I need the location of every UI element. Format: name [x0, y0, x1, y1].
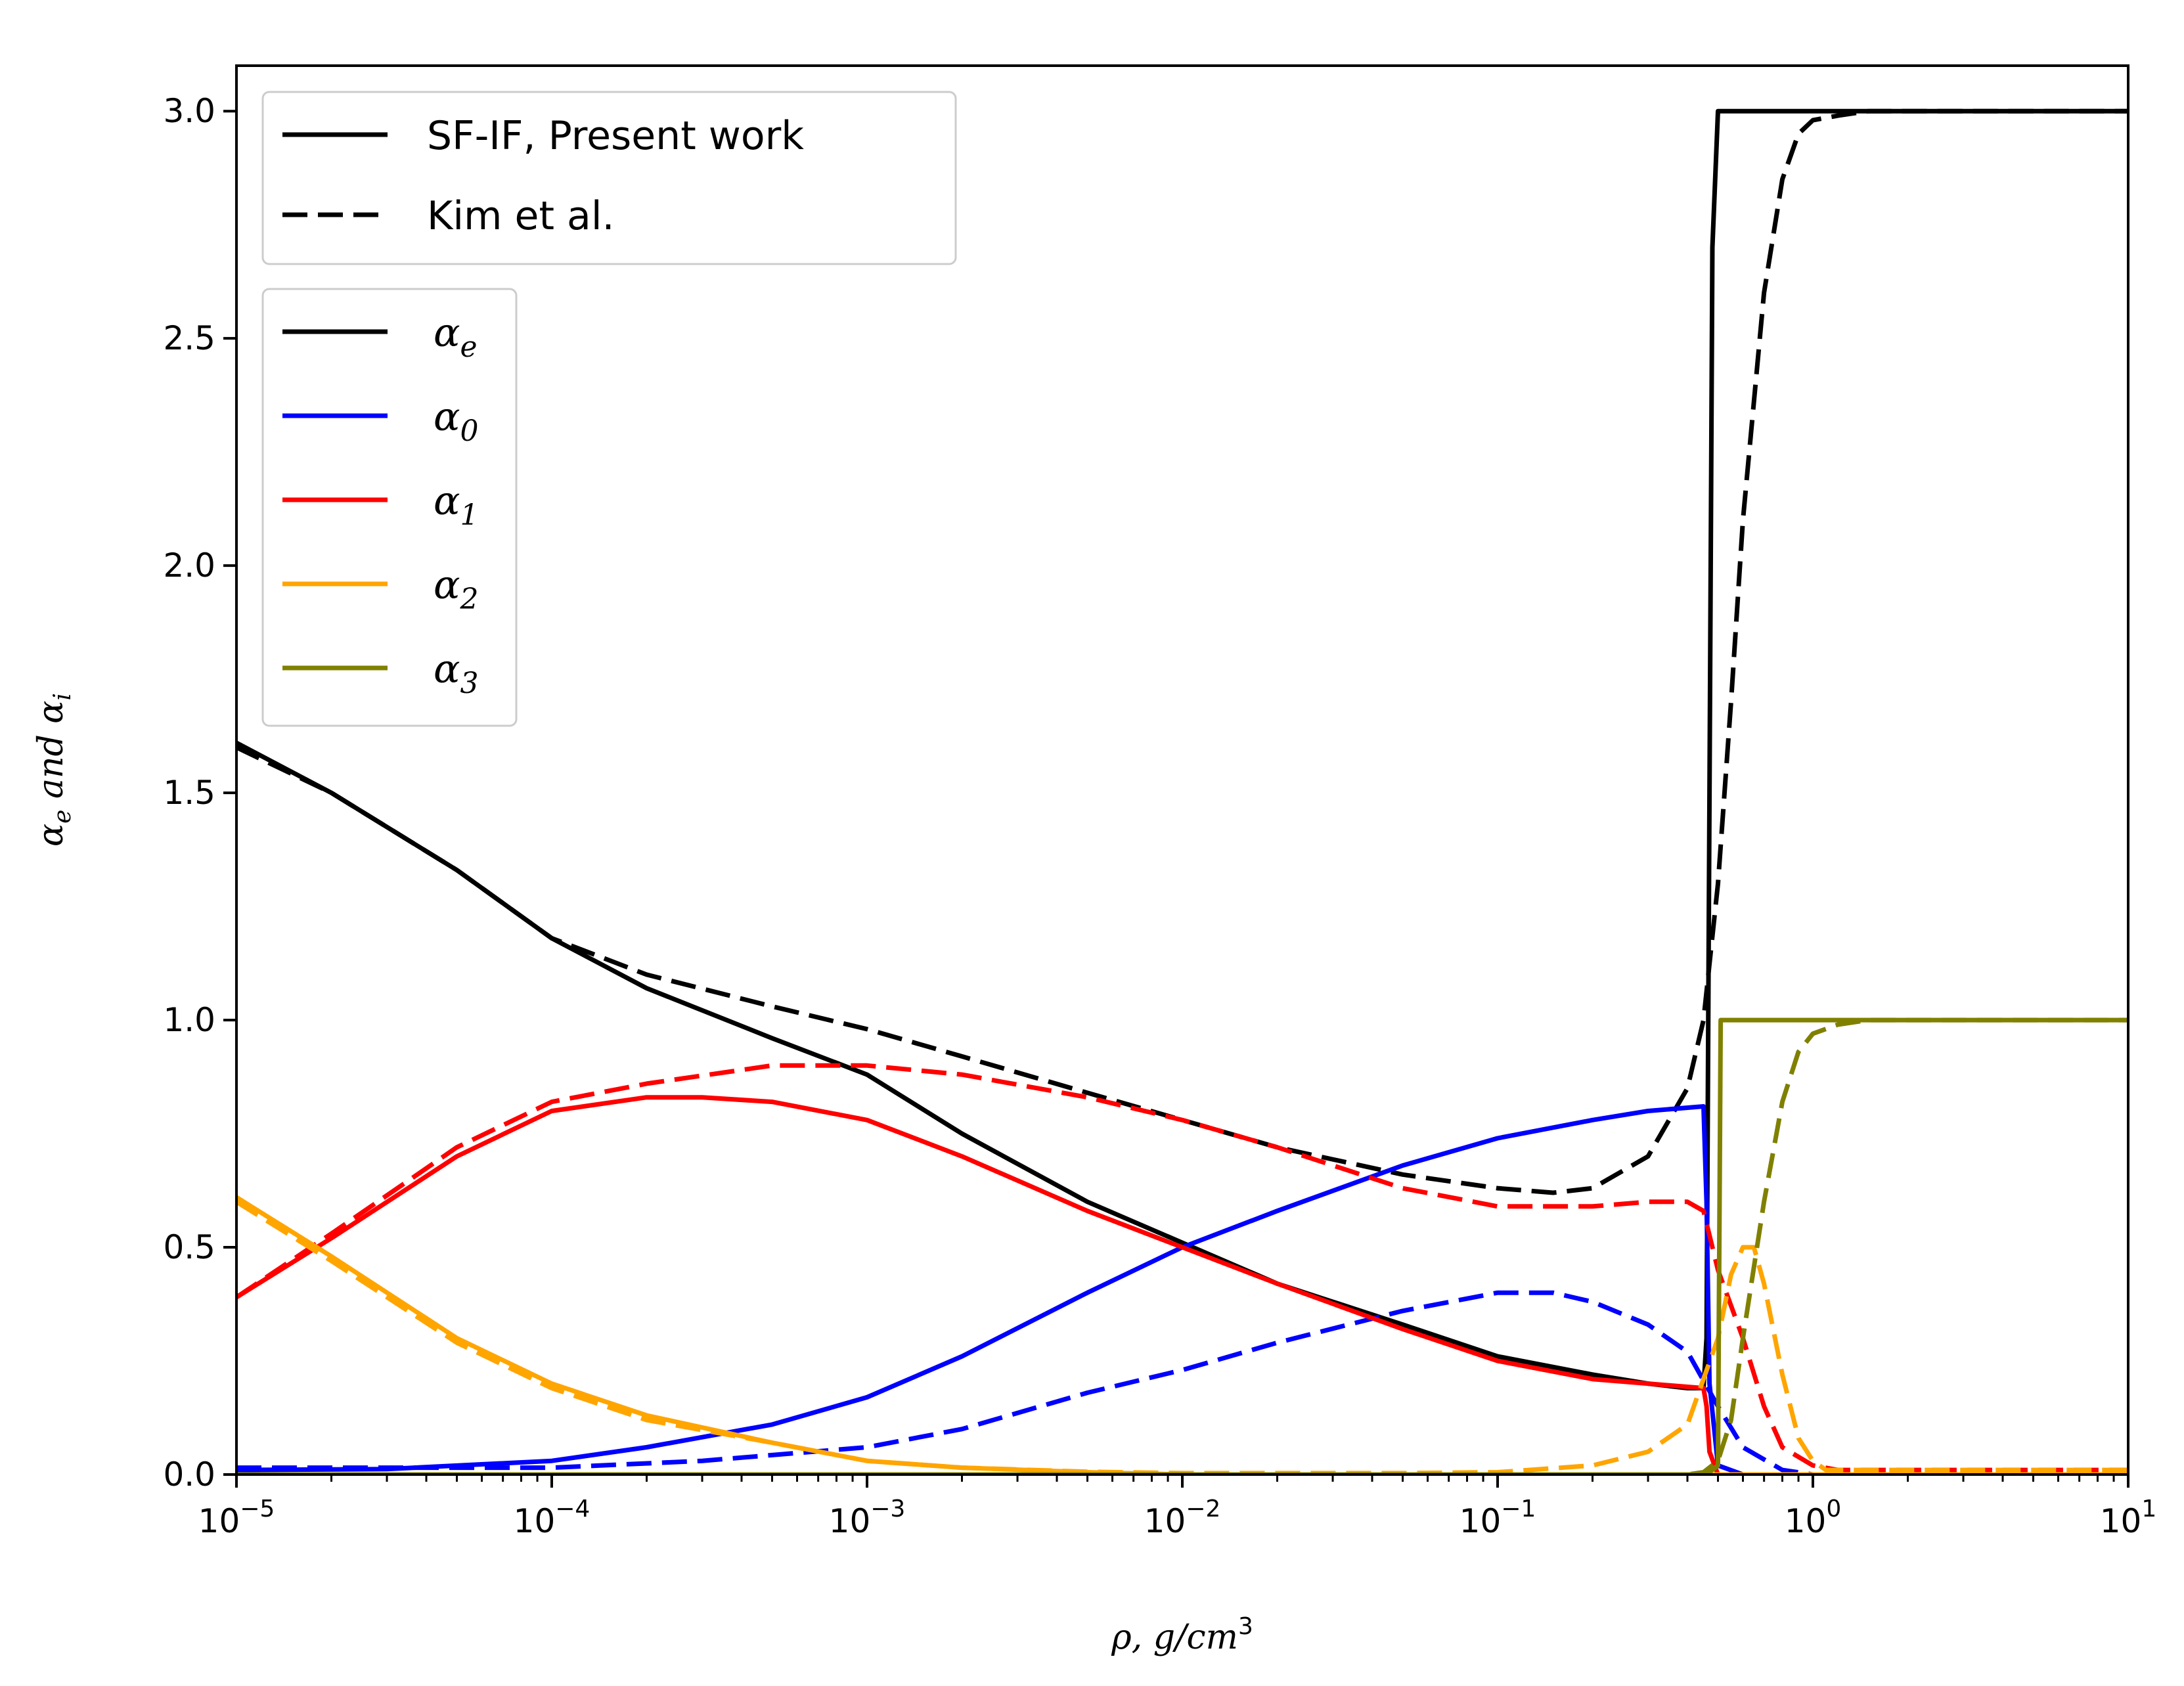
series-line-a2-kim [236, 1199, 2128, 1475]
legend-label-alpha-2: α2 [434, 562, 479, 616]
legend-label-alpha-e: αe [434, 310, 478, 364]
legend-label: SF-IF, Present work [427, 113, 804, 159]
y-tick-label: 1.5 [163, 774, 215, 812]
series-line-ae-kim [236, 108, 2128, 1195]
x-tick-label: 100 [1785, 1496, 1842, 1540]
y-tick-label: 0.5 [163, 1228, 215, 1266]
x-tick-label: 101 [2100, 1496, 2157, 1540]
y-tick-label: 2.0 [163, 546, 215, 585]
legend-label-alpha-1: α1 [434, 478, 479, 532]
y-tick-label: 1.0 [163, 1001, 215, 1039]
y-tick-label: 3.0 [163, 92, 215, 130]
series-line-a1-kim [236, 1063, 2128, 1473]
series-line-a0-present [236, 1104, 2128, 1475]
series-line-a0-kim [236, 1290, 2128, 1475]
legend-label: Kim et al. [427, 193, 615, 239]
y-tick-label: 0.0 [163, 1455, 215, 1494]
legend-label-alpha-3: α3 [434, 646, 479, 700]
x-tick-label: 10−5 [198, 1496, 275, 1540]
legend-box-quantities [261, 288, 518, 727]
x-tick-label: 10−4 [514, 1496, 591, 1540]
x-tick-label: 10−1 [1460, 1496, 1536, 1540]
y-tick-label: 2.5 [163, 319, 215, 357]
x-axis-label: ρ, g/cm3 [1111, 1613, 1253, 1657]
legend-label-alpha-0: α0 [434, 394, 479, 448]
legend-box-source [261, 91, 957, 265]
x-tick-label: 10−2 [1144, 1496, 1221, 1540]
series-line-a3-present [236, 1017, 2128, 1475]
y-axis-label: αe and αi [32, 693, 76, 847]
series-line-a1-present [236, 1095, 2128, 1475]
x-tick-label: 10−3 [829, 1496, 906, 1540]
series-line-ae-present [236, 108, 2128, 1390]
